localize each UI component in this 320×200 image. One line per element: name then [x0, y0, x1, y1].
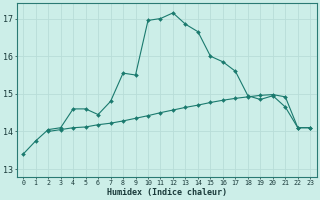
X-axis label: Humidex (Indice chaleur): Humidex (Indice chaleur) — [107, 188, 227, 197]
